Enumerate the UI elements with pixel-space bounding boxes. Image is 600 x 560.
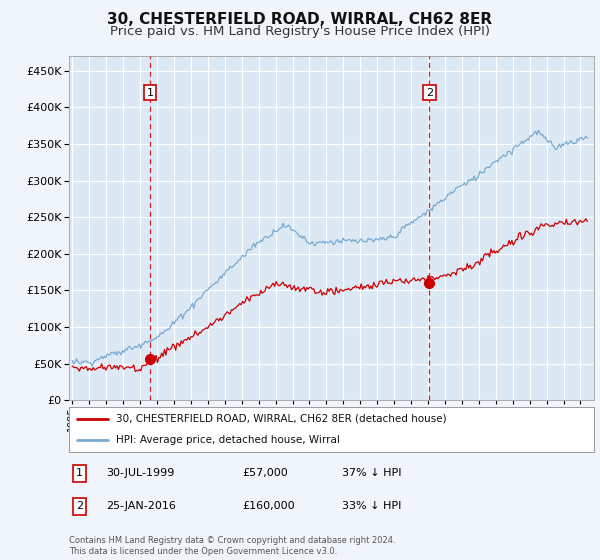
Text: 1: 1: [76, 468, 83, 478]
Text: 30, CHESTERFIELD ROAD, WIRRAL, CH62 8ER (detached house): 30, CHESTERFIELD ROAD, WIRRAL, CH62 8ER …: [116, 414, 447, 424]
Text: 2: 2: [425, 87, 433, 97]
Text: £160,000: £160,000: [242, 501, 295, 511]
Text: £57,000: £57,000: [242, 468, 288, 478]
Text: 30-JUL-1999: 30-JUL-1999: [106, 468, 174, 478]
Text: 33% ↓ HPI: 33% ↓ HPI: [342, 501, 401, 511]
Text: 25-JAN-2016: 25-JAN-2016: [106, 501, 176, 511]
Text: 1: 1: [146, 87, 154, 97]
Text: HPI: Average price, detached house, Wirral: HPI: Average price, detached house, Wirr…: [116, 435, 340, 445]
Text: Contains HM Land Registry data © Crown copyright and database right 2024.
This d: Contains HM Land Registry data © Crown c…: [69, 536, 395, 556]
Text: 37% ↓ HPI: 37% ↓ HPI: [342, 468, 401, 478]
Text: 30, CHESTERFIELD ROAD, WIRRAL, CH62 8ER: 30, CHESTERFIELD ROAD, WIRRAL, CH62 8ER: [107, 12, 493, 27]
Text: Price paid vs. HM Land Registry's House Price Index (HPI): Price paid vs. HM Land Registry's House …: [110, 25, 490, 38]
Text: 2: 2: [76, 501, 83, 511]
